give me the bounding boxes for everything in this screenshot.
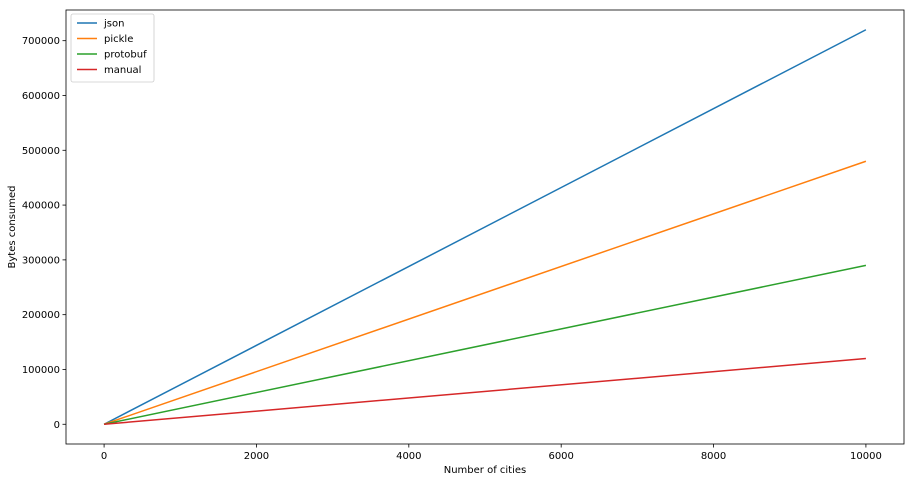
x-tick-label: 6000 <box>548 451 573 462</box>
y-tick-label: 700000 <box>22 36 60 47</box>
y-tick-label: 500000 <box>22 146 60 157</box>
x-tick-label: 10000 <box>850 451 882 462</box>
x-axis-label: Number of cities <box>444 465 527 476</box>
y-tick-label: 200000 <box>22 310 60 321</box>
series-line-pickle <box>103 160 867 425</box>
series-line-manual <box>104 357 866 426</box>
y-axis-label: Bytes consumed <box>7 186 18 269</box>
legend-label-manual: manual <box>104 65 141 76</box>
legend-box <box>70 13 155 83</box>
x-tick-label: 0 <box>101 451 107 462</box>
legend: json pickle protobuf manual <box>70 13 155 83</box>
y-tick-label: 400000 <box>22 201 60 212</box>
x-tick-label: 4000 <box>396 451 421 462</box>
x-tick-label: 2000 <box>244 451 269 462</box>
legend-label-json: json <box>103 19 124 30</box>
series-line-json <box>103 29 867 425</box>
y-tick-label: 600000 <box>22 91 60 102</box>
y-tick-label: 100000 <box>22 365 60 376</box>
legend-label-pickle: pickle <box>104 34 133 45</box>
y-tick-label: 0 <box>54 420 60 431</box>
legend-label-protobuf: protobuf <box>104 50 147 61</box>
x-tick-label: 8000 <box>701 451 726 462</box>
series-layer <box>103 29 867 426</box>
y-tick-label: 300000 <box>22 255 60 266</box>
plot-area-frame <box>65 9 905 445</box>
y-axis-ticks: 0 100000 200000 300000 400000 500000 600000 700… <box>22 36 66 431</box>
series-line-protobuf <box>103 264 867 426</box>
x-axis-ticks: 0 2000 4000 6000 8000 10000 <box>101 444 882 462</box>
